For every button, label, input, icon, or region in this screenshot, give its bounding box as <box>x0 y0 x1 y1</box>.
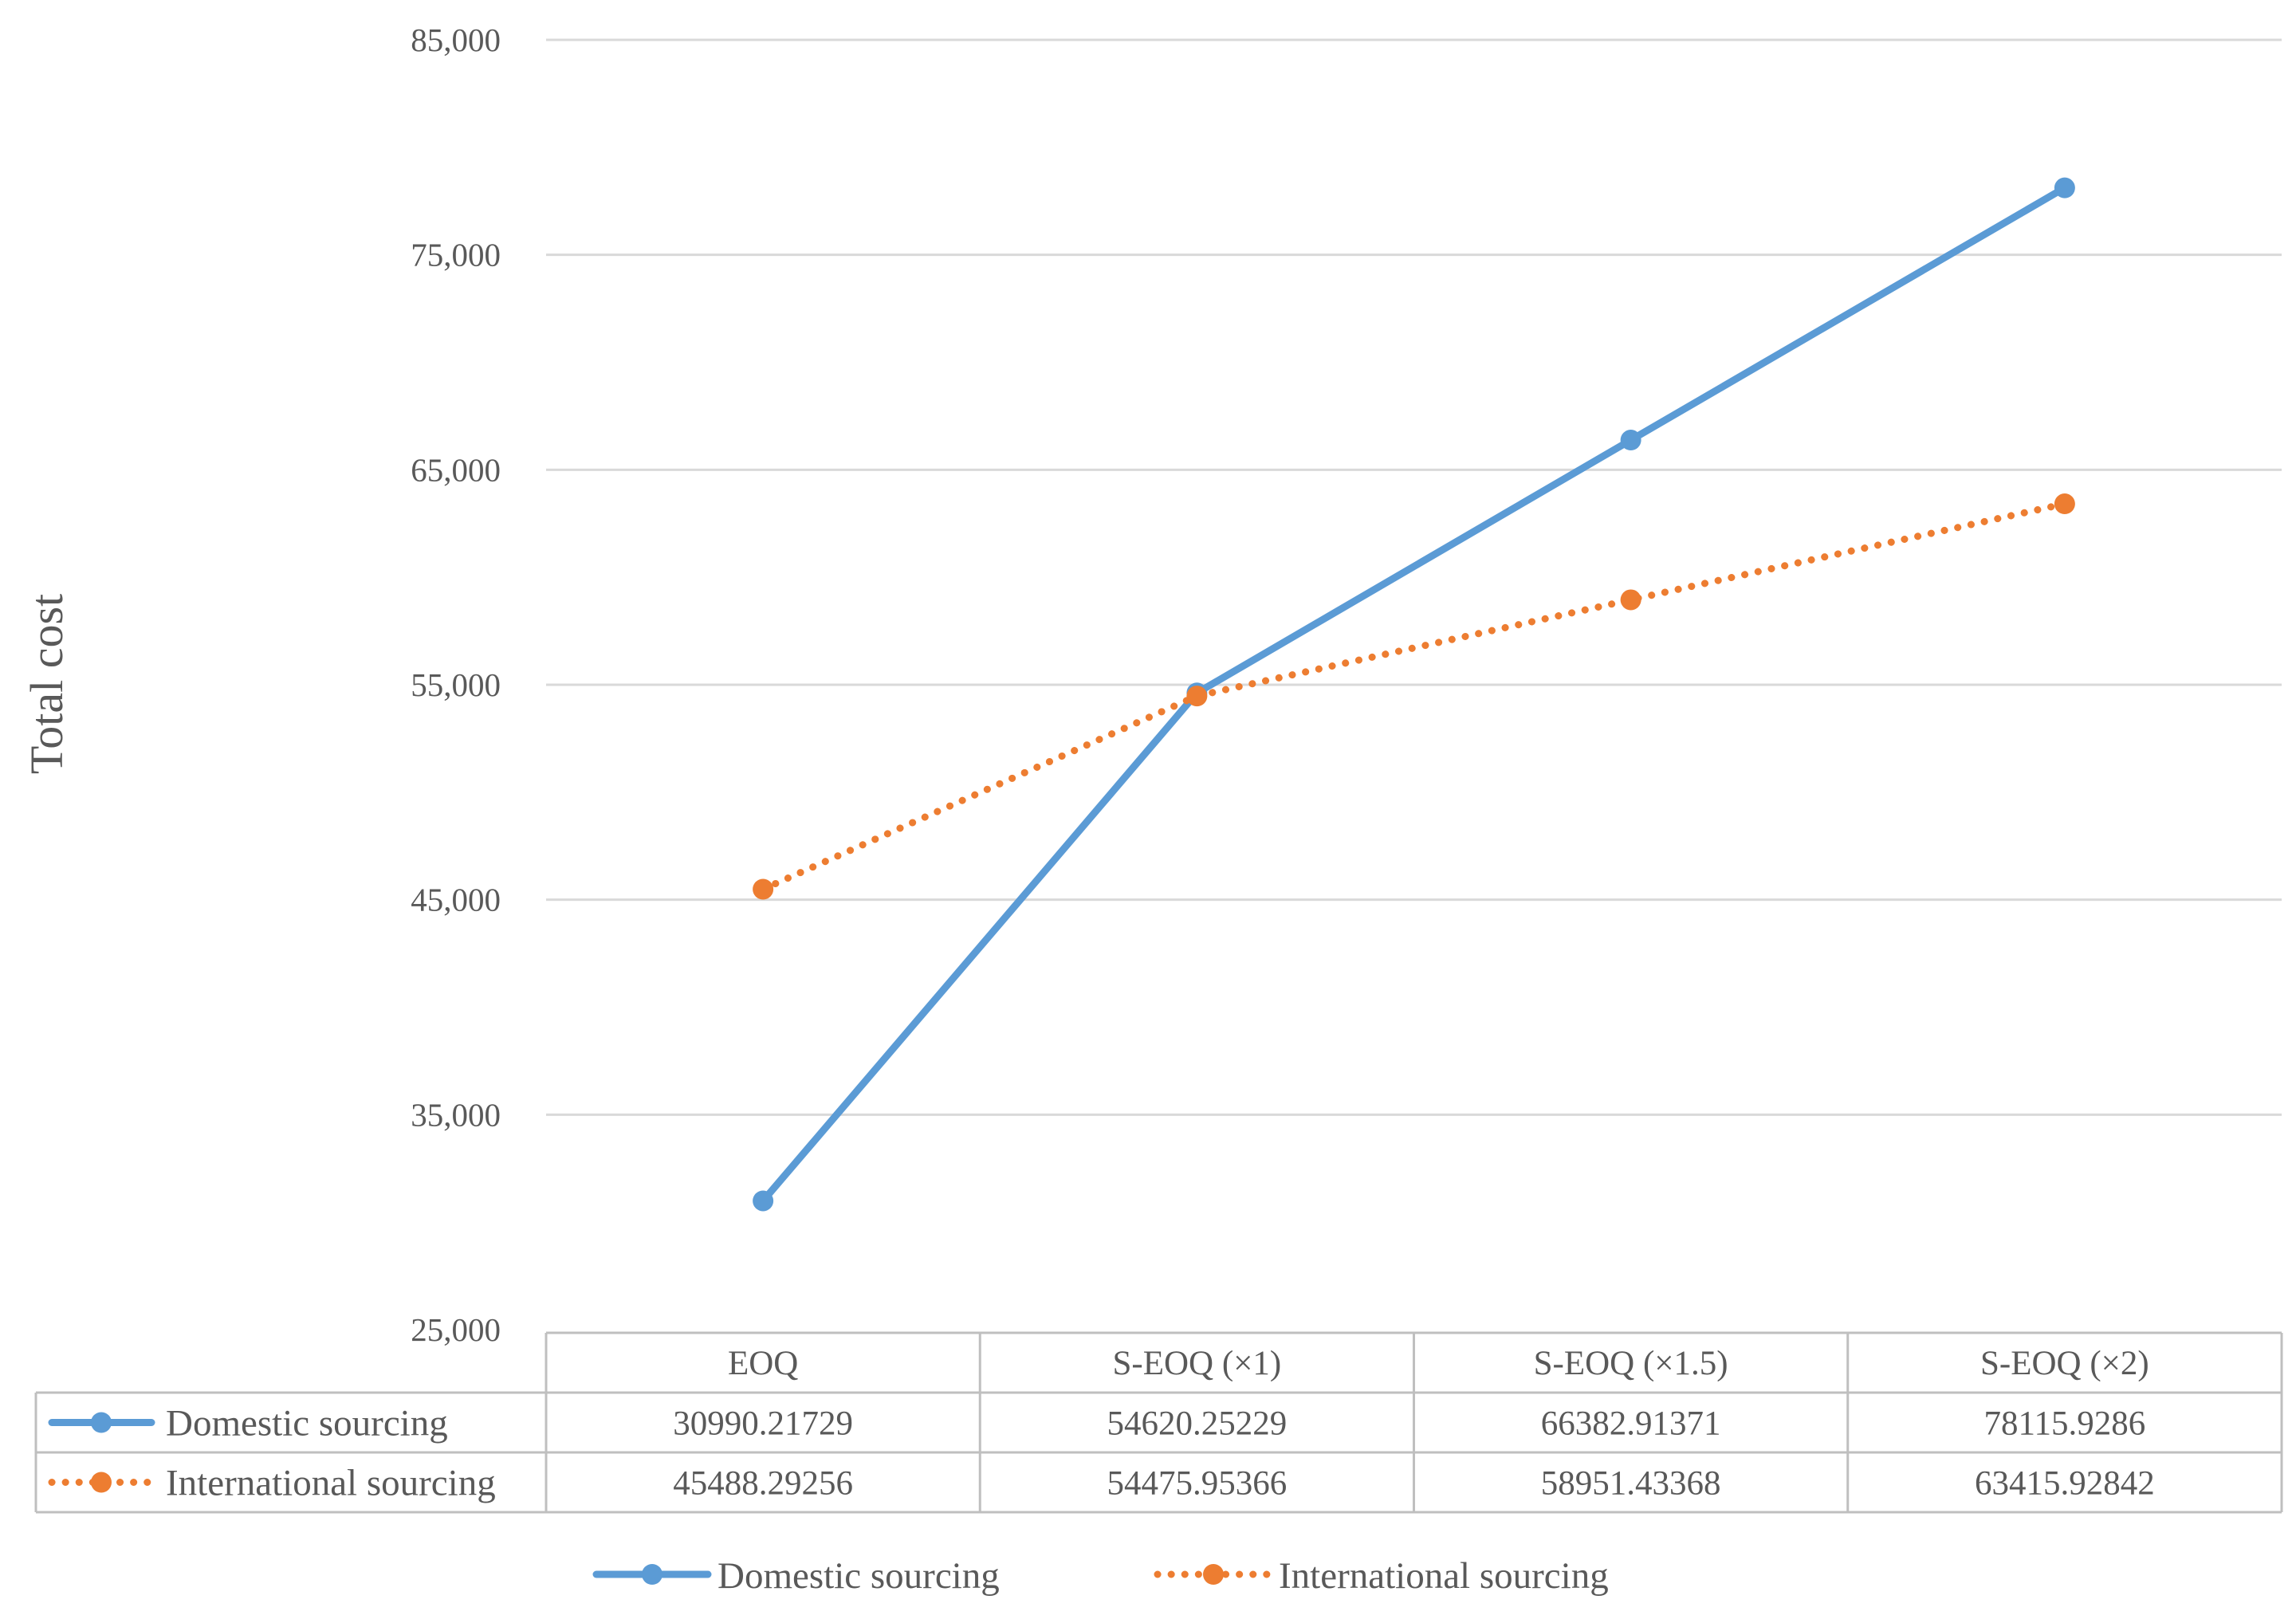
y-tick-label: 45,000 <box>411 882 501 918</box>
gridlines <box>546 38 2282 1116</box>
data-point-international-sourcing <box>753 878 774 900</box>
y-tick-label: 65,000 <box>411 451 501 488</box>
legend-key-marker <box>642 1564 662 1585</box>
data-table: EOQ S-EOQ (×1) S-EOQ (×1.5) S-EOQ (×2) Domes… <box>34 1331 2283 1514</box>
table-value-cell: 58951.43368 <box>1541 1465 1721 1503</box>
table-legend-key-marker <box>91 1472 112 1493</box>
legend-label: International sourcing <box>1279 1555 1609 1597</box>
data-point-domestic-sourcing <box>1620 430 1641 451</box>
data-point-international-sourcing <box>1186 686 1208 707</box>
data-point-international-sourcing <box>1620 589 1641 611</box>
table-value-cell: 63415.92842 <box>1975 1465 2155 1503</box>
table-value-cell: 54620.25229 <box>1107 1405 1288 1443</box>
y-tick-label: 85,000 <box>411 22 501 58</box>
x-category-label: S-EOQ (×1) <box>1113 1345 1282 1382</box>
x-category-label: EOQ <box>728 1345 798 1382</box>
y-tick-label: 35,000 <box>411 1096 501 1133</box>
table-value-cell: 66382.91371 <box>1541 1405 1721 1443</box>
legend-key-marker <box>1203 1564 1224 1585</box>
table-value-cell: 45488.29256 <box>673 1465 853 1503</box>
series-line-domestic-sourcing <box>759 184 2069 1204</box>
data-point-domestic-sourcing <box>753 1190 774 1212</box>
table-series-label: International sourcing <box>166 1463 496 1504</box>
table-legend-key-marker <box>91 1412 112 1433</box>
y-tick-label: 25,000 <box>411 1311 501 1348</box>
y-tick-label: 75,000 <box>411 237 501 273</box>
legend: Domestic sourcing International sourcing <box>592 1555 1609 1597</box>
data-point-international-sourcing <box>2054 493 2075 515</box>
table-value-cell: 30990.21729 <box>673 1405 853 1443</box>
x-category-label: S-EOQ (×2) <box>1980 1345 2149 1382</box>
series-lines <box>753 177 2075 1212</box>
y-axis-tick-labels: 25,000 35,000 45,000 55,000 65,000 75,000 85,0… <box>411 22 501 1348</box>
series-line-international-sourcing <box>759 500 2069 893</box>
table-value-cell: 54475.95366 <box>1107 1465 1288 1503</box>
table-series-label: Domestic sourcing <box>166 1403 448 1444</box>
y-tick-label: 55,000 <box>411 666 501 703</box>
x-category-label: S-EOQ (×1.5) <box>1534 1345 1728 1382</box>
data-point-domestic-sourcing <box>2054 177 2075 198</box>
y-axis-title: Total cost <box>21 594 73 774</box>
table-value-cell: 78115.9286 <box>1984 1405 2146 1443</box>
legend-label: Domestic sourcing <box>718 1555 1000 1597</box>
